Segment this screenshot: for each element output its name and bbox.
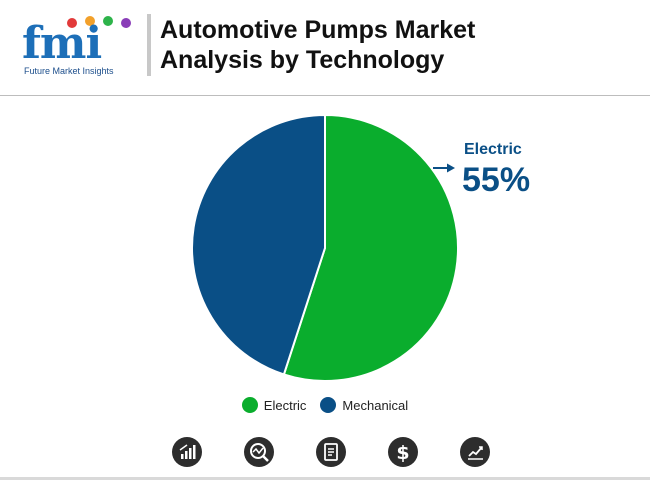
logo-dots-icon (67, 16, 131, 28)
svg-text:$: $ (396, 442, 409, 464)
magnifier-chart-icon (244, 437, 274, 467)
document-icon (316, 437, 346, 467)
title-line-2: Analysis by Technology (160, 46, 445, 74)
logo-subtitle: Future Market Insights (24, 66, 114, 76)
legend-item-mechanical: Mechanical (320, 397, 408, 413)
bottom-rule (0, 477, 650, 480)
logo-text: fmi (22, 18, 102, 69)
legend-item-electric: Electric (241, 397, 307, 413)
callout-value: 55% (462, 161, 530, 199)
bar-chart-icon (172, 437, 202, 467)
header-rule (0, 95, 650, 96)
line-chart-icon (460, 437, 490, 467)
header-divider (147, 14, 151, 76)
title-line-1: Automotive Pumps Market (160, 16, 476, 44)
fmi-logo: fmi Future Market Insights (22, 12, 134, 78)
legend-label-mechanical: Mechanical (342, 397, 409, 413)
pie-slice-mechanical (191, 113, 326, 376)
callout-label: Electric (464, 141, 522, 158)
page-title: Automotive Pumps Market Analysis by Tech… (160, 15, 560, 75)
dollar-icon: $ (388, 437, 418, 467)
callout-arrow-head (447, 163, 455, 173)
legend-swatch-mechanical (320, 397, 337, 413)
header: fmi Future Market Insights Automotive Pu… (0, 0, 650, 96)
callout: Electric 55% (433, 141, 530, 199)
pie-slices (191, 113, 459, 382)
pie-chart: Electric 55% (191, 113, 530, 382)
legend-swatch-electric (241, 397, 258, 413)
legend: Electric Mechanical (0, 397, 650, 413)
legend-label-electric: Electric (263, 397, 307, 413)
pie-slice-electric (282, 113, 459, 382)
footer-icons: $ (0, 437, 650, 469)
